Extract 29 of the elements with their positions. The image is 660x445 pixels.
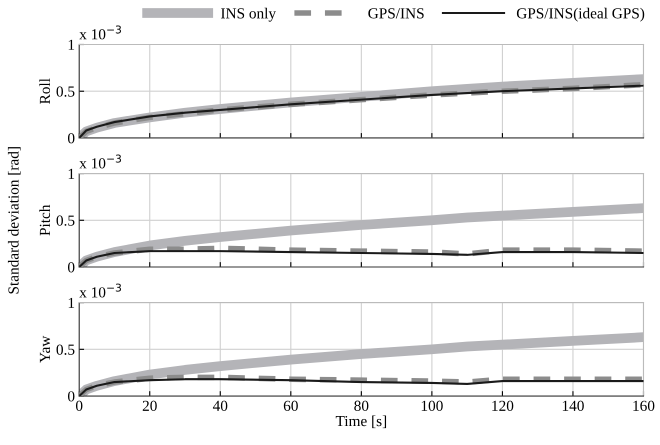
x-tick-label: 40: [212, 400, 228, 411]
x-tick-label: 140: [562, 400, 584, 411]
x-tick-label: 20: [142, 400, 157, 411]
legend-label: GPS/INS: [368, 8, 424, 18]
text: x 10$^{−3}$: [79, 284, 121, 298]
y-axis-title: Yaw: [40, 336, 50, 363]
text: x 10$^{−3}$: [79, 25, 121, 40]
legend-label: GPS/INS(ideal GPS): [516, 8, 644, 22]
x-tick-label: 80: [354, 400, 368, 411]
x-tick-label: 100: [422, 400, 443, 411]
y-axis-title: Roll: [39, 78, 50, 104]
y-tick-label: 0.5: [56, 86, 74, 97]
x-tick-label: 160: [633, 400, 654, 411]
x-axis-title: Time [s]: [336, 415, 386, 428]
y-tick-label: 0: [68, 391, 74, 402]
y-axis-title: Pitch: [39, 204, 50, 236]
y-tick-label: 1: [68, 298, 74, 308]
y-tick-label: 0.5: [56, 215, 74, 226]
y-tick-label: 0: [68, 133, 74, 144]
y-tick-label: 0.5: [56, 344, 74, 355]
y-tick-label: 1: [68, 168, 74, 179]
y-tick-label: 0: [68, 262, 74, 272]
text: x 10$^{−3}$: [79, 154, 121, 168]
x-tick-label: 60: [284, 400, 298, 411]
x-tick-label: 120: [492, 400, 514, 411]
y-tick-label: 1: [68, 40, 74, 50]
text: Standard deviation [rad]: [8, 147, 21, 294]
x-tick-label: 0: [76, 400, 82, 411]
legend-label: INS only: [221, 8, 276, 22]
